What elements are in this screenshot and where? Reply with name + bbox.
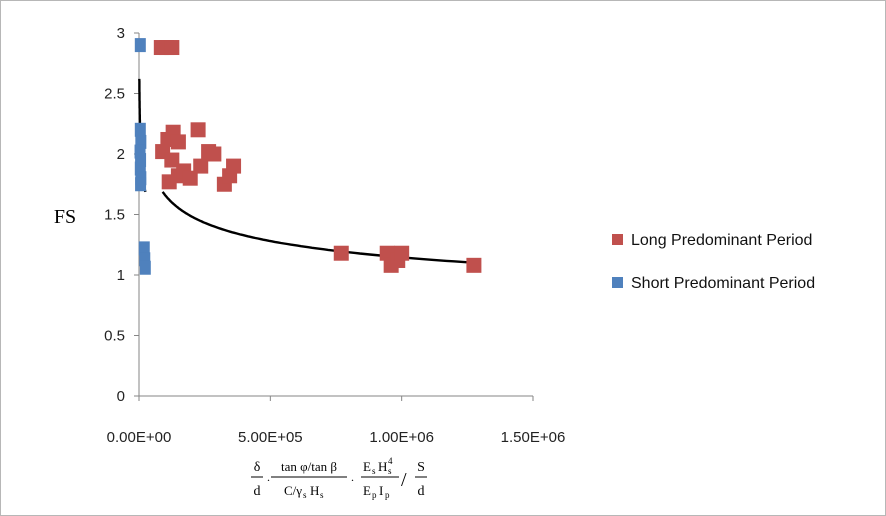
xlabel-d-2: d	[418, 484, 425, 499]
legend-swatch-long	[612, 234, 623, 245]
y-tick-label: 2.5	[104, 86, 125, 103]
xlabel-ip: I	[379, 483, 383, 498]
xlabel-ep: E	[363, 483, 371, 498]
xlabel-sub-s-2: s	[320, 490, 324, 500]
point-long-period	[466, 257, 482, 273]
point-short-period	[135, 177, 147, 192]
y-tick-label: 0	[117, 388, 125, 405]
xlabel-d: d	[254, 484, 261, 499]
point-long-period	[164, 152, 180, 168]
point-long-period	[164, 40, 180, 56]
xlabel-dot-2: .	[351, 470, 354, 484]
xlabel-es-sub: s	[372, 466, 376, 476]
xlabel-h4: H	[378, 459, 387, 474]
point-short-period	[134, 38, 146, 53]
point-short-period	[138, 241, 150, 256]
point-long-period	[190, 122, 206, 138]
xlabel-s: S	[417, 460, 425, 475]
point-short-period	[139, 260, 151, 275]
x-tick-label: 5.00E+05	[238, 429, 303, 446]
ticks: 0 0.5 1 1.5 2 2.5 3 0.00E+00 5.00E+05 1.00E+06 1.5…	[104, 25, 565, 446]
legend-label-short: Short Predominant Period	[631, 275, 815, 292]
y-tick-label: 1	[117, 267, 125, 284]
y-tick-label: 2	[117, 146, 125, 163]
xlabel-hs: H	[310, 483, 319, 498]
point-long-period	[170, 134, 186, 150]
xlabel-dot-1: .	[267, 470, 270, 484]
x-tick-label: 1.00E+06	[369, 429, 434, 446]
y-tick-label: 0.5	[104, 328, 125, 345]
data-points	[134, 38, 482, 275]
point-short-period	[135, 134, 147, 149]
y-tick-label: 1.5	[104, 207, 125, 224]
xlabel-h4-sup: 4	[388, 456, 393, 466]
xlabel-ip-sub: p	[385, 490, 390, 500]
trendline-long-period	[161, 191, 476, 264]
xlabel-sub-s: s	[303, 490, 307, 500]
y-tick-label: 3	[117, 25, 125, 42]
y-axis-label: FS	[54, 206, 76, 228]
legend: Long Predominant Period Short Predominan…	[612, 232, 815, 292]
x-axis-label-formula: δ d . tan φ/tan β C/γ s H s . E s H 4 s …	[251, 456, 427, 500]
x-tick-label: 1.50E+06	[501, 429, 566, 446]
point-long-period	[193, 158, 209, 174]
point-long-period	[206, 146, 222, 162]
axes	[138, 33, 533, 397]
point-short-period	[139, 252, 151, 267]
point-long-period	[182, 170, 198, 186]
xlabel-ep-sub: p	[372, 490, 377, 500]
legend-item-short: Short Predominant Period	[612, 275, 815, 292]
xlabel-slash: /	[401, 469, 407, 491]
xlabel-tan-ratio: tan φ/tan β	[281, 459, 337, 474]
point-short-period	[134, 122, 146, 137]
xlabel-h4-sub: s	[388, 466, 392, 476]
legend-label-long: Long Predominant Period	[631, 232, 812, 249]
legend-item-long: Long Predominant Period	[612, 232, 812, 249]
point-long-period	[394, 245, 410, 261]
xlabel-delta: δ	[254, 460, 261, 475]
point-short-period	[134, 144, 146, 159]
point-long-period	[226, 158, 242, 174]
point-long-period	[333, 245, 349, 261]
xlabel-c-gamma: C/γ	[284, 483, 302, 498]
legend-swatch-short	[612, 277, 623, 288]
point-short-period	[134, 161, 146, 176]
xlabel-es: E	[363, 459, 371, 474]
point-short-period	[135, 153, 147, 168]
x-tick-label: 0.00E+00	[107, 429, 172, 446]
